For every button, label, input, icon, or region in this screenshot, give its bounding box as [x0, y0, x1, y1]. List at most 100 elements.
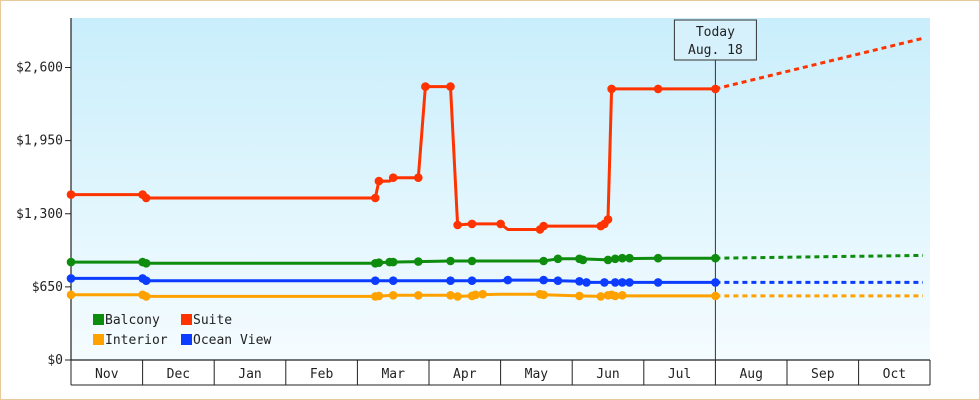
data-point-suite	[653, 84, 663, 94]
today-box	[673, 19, 757, 61]
data-point-suite	[66, 190, 76, 199]
legend-label-ocean-view: Ocean View	[193, 333, 271, 348]
today-label: Today	[696, 25, 735, 40]
data-point-suite	[453, 220, 462, 230]
x-tick-label: Feb	[310, 367, 334, 382]
legend-label-interior: Interior	[105, 333, 168, 348]
data-point-balcony	[625, 253, 634, 263]
data-point-suite	[414, 173, 423, 182]
x-tick-label: Sep	[811, 367, 835, 382]
x-tick-label: Jul	[668, 367, 691, 382]
x-tick-label: Nov	[95, 367, 119, 382]
data-point-interior	[453, 292, 462, 301]
data-point-ocean-view	[446, 276, 455, 286]
data-point-ocean-view	[610, 278, 620, 287]
forecast-line-balcony	[715, 253, 924, 260]
data-point-interior	[374, 291, 384, 301]
data-point-interior	[414, 291, 423, 300]
data-point-interior	[618, 291, 627, 300]
x-tick-label: Apr	[453, 367, 477, 382]
data-point-balcony	[610, 254, 620, 264]
today-date: Aug. 18	[688, 43, 743, 58]
data-point-balcony	[374, 258, 384, 268]
data-point-balcony	[141, 259, 151, 268]
data-point-interior	[388, 291, 398, 300]
legend: Balcony Suite Interior Ocean View	[93, 313, 271, 348]
data-point-ocean-view	[711, 278, 720, 287]
data-point-ocean-view	[618, 278, 627, 287]
data-point-suite	[446, 82, 455, 91]
legend-swatch-ocean-view	[181, 334, 192, 345]
data-point-interior	[446, 291, 455, 300]
x-tick-label: Mar	[381, 367, 405, 382]
data-point-interior	[471, 290, 480, 300]
data-point-ocean-view	[66, 274, 76, 283]
y-tick-label: $0	[47, 353, 63, 368]
data-point-suite	[374, 176, 384, 186]
data-point-suite	[539, 221, 548, 231]
y-tick-label: $650	[32, 280, 63, 295]
data-point-suite	[421, 82, 430, 91]
data-point-suite	[711, 84, 720, 94]
legend-label-suite: Suite	[193, 313, 232, 328]
data-point-suite	[607, 84, 616, 94]
data-point-suite	[603, 215, 613, 224]
y-tick-label: $1,950	[16, 134, 63, 149]
x-axis: Nov Dec Jan Feb Mar Apr May Jun Jul Aug Sep Oct	[70, 359, 931, 386]
data-point-interior	[141, 292, 151, 301]
data-point-balcony	[711, 253, 720, 263]
legend-swatch-suite	[181, 314, 192, 325]
data-point-interior	[610, 291, 620, 301]
data-point-interior	[478, 289, 488, 299]
x-tick-label: Jan	[238, 367, 261, 382]
x-tick-label: Dec	[167, 367, 190, 382]
data-point-ocean-view	[553, 276, 563, 286]
x-tick-label: Aug	[739, 367, 762, 382]
data-point-balcony	[578, 255, 588, 265]
data-point-ocean-view	[388, 276, 398, 286]
data-point-suite	[371, 193, 380, 203]
series-group	[66, 36, 924, 301]
data-point-balcony	[414, 257, 423, 266]
data-point-suite	[141, 193, 151, 203]
data-point-balcony	[653, 253, 663, 263]
data-point-ocean-view	[371, 276, 380, 286]
data-point-ocean-view	[503, 275, 513, 285]
data-point-ocean-view	[653, 278, 663, 287]
data-point-balcony	[467, 256, 477, 266]
data-point-balcony	[553, 254, 563, 264]
data-point-ocean-view	[582, 278, 591, 287]
legend-label-balcony: Balcony	[105, 313, 160, 328]
data-point-interior	[596, 292, 606, 301]
x-tick-label: May	[525, 367, 549, 382]
data-point-suite	[496, 219, 505, 229]
y-axis: $0 $650 $1,300 $1,950 $2,600	[16, 18, 72, 368]
data-point-suite	[467, 219, 477, 229]
data-point-ocean-view	[467, 276, 477, 286]
data-point-balcony	[66, 257, 76, 267]
data-point-interior	[575, 291, 584, 301]
data-point-balcony	[618, 253, 627, 263]
data-point-interior	[711, 291, 720, 301]
data-point-balcony	[388, 257, 398, 267]
data-point-balcony	[603, 255, 613, 265]
y-tick-label: $1,300	[16, 207, 63, 222]
today-marker: Today Aug. 18	[673, 19, 757, 360]
x-tick-label: Oct	[883, 367, 906, 382]
data-point-ocean-view	[600, 278, 609, 287]
data-point-ocean-view	[625, 278, 634, 287]
legend-swatch-balcony	[93, 314, 104, 325]
data-point-suite	[388, 173, 398, 182]
x-tick-label: Jun	[596, 367, 619, 382]
data-point-ocean-view	[575, 277, 584, 286]
data-point-interior	[539, 290, 548, 300]
data-point-balcony	[539, 256, 548, 266]
plot-area	[71, 18, 930, 360]
data-point-ocean-view	[539, 275, 548, 285]
data-point-ocean-view	[141, 276, 151, 286]
legend-swatch-interior	[93, 334, 104, 345]
y-tick-label: $2,600	[16, 61, 63, 76]
data-point-interior	[66, 290, 76, 300]
data-point-balcony	[446, 256, 455, 266]
